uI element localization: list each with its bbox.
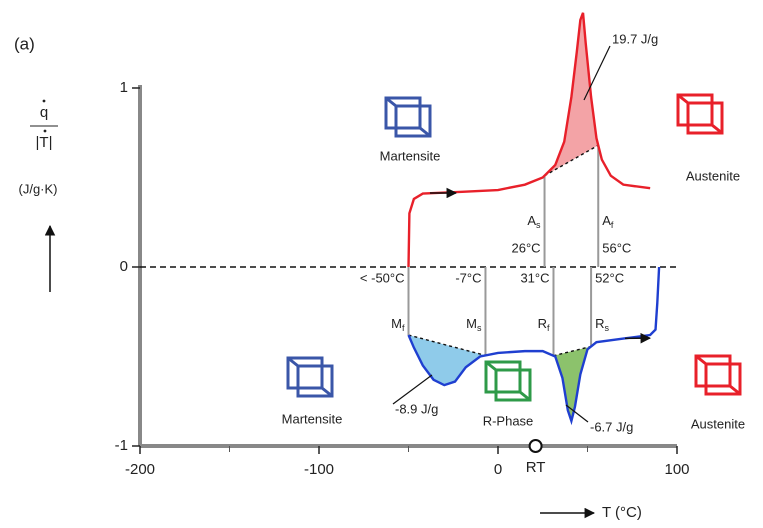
symbol: R	[538, 316, 547, 331]
x-tick-label: -100	[304, 461, 334, 478]
symbol: M	[466, 316, 477, 331]
transition-symbol: Rf	[538, 316, 550, 333]
transition-symbol: Ms	[466, 316, 482, 333]
transition-symbol: Mf	[391, 316, 405, 333]
leader	[565, 404, 589, 423]
baseline	[408, 334, 486, 357]
subscript: s	[477, 323, 482, 333]
transition-symbol: As	[527, 213, 541, 230]
cell	[286, 356, 324, 390]
transition-symbol: Rs	[595, 316, 609, 333]
cell	[704, 362, 742, 396]
cell	[494, 368, 532, 402]
edge	[729, 384, 741, 396]
panel-label: (a)	[14, 34, 35, 53]
y-label-numerator: q	[40, 104, 48, 121]
cell	[384, 96, 422, 130]
cell	[694, 354, 732, 388]
symbol: R	[595, 316, 604, 331]
x-label: T (°C)	[602, 504, 642, 521]
edge	[695, 354, 707, 366]
subscript: f	[547, 323, 550, 333]
dot	[42, 99, 46, 103]
y-tick-label: -1	[115, 437, 128, 454]
transition-temp: 52°C	[595, 270, 624, 285]
crystal-icon	[286, 356, 334, 398]
y-tick-label: 0	[120, 258, 128, 275]
crystal-icon	[694, 354, 742, 396]
peak-label: -6.7 J/g	[590, 419, 633, 434]
edge	[321, 386, 333, 398]
y-label-unit: (J/g·K)	[19, 181, 58, 196]
edge	[485, 360, 497, 372]
symbol: M	[391, 316, 402, 331]
rt-label: RT	[526, 459, 546, 476]
peak-label: 19.7 J/g	[612, 31, 658, 46]
dot	[43, 129, 47, 133]
curve	[407, 12, 651, 268]
phase-label: Austenite	[691, 416, 745, 431]
transition-temp: -7°C	[455, 270, 481, 285]
edge	[711, 123, 723, 135]
cell	[686, 101, 724, 135]
phase-label: R-Phase	[483, 413, 534, 428]
leader	[392, 374, 433, 405]
edge	[677, 93, 689, 105]
y-label-denominator: |T|	[36, 134, 53, 151]
symbol: A	[602, 213, 611, 228]
edge	[419, 126, 431, 138]
cell	[676, 93, 714, 127]
peak-area	[544, 12, 599, 176]
baseline	[544, 144, 599, 177]
phase-label: Martensite	[380, 148, 441, 163]
rt-marker	[528, 439, 543, 453]
transition-temp: < -50°C	[360, 270, 405, 285]
symbol: A	[527, 213, 536, 228]
phase-label: Martensite	[282, 411, 343, 426]
crystal-icon	[484, 360, 532, 402]
edge	[287, 356, 299, 368]
x-tick-label: 100	[664, 461, 689, 478]
peak-area	[553, 346, 592, 421]
cell	[484, 360, 522, 394]
cell	[296, 364, 334, 398]
phase-label: Austenite	[686, 168, 740, 183]
crystal-icon	[384, 96, 432, 138]
x-tick-label: -200	[125, 461, 155, 478]
curve	[407, 266, 661, 426]
subscript: f	[611, 220, 614, 230]
cell	[394, 104, 432, 138]
baseline	[553, 345, 592, 357]
leader	[583, 45, 611, 101]
subscript: s	[604, 323, 609, 333]
y-tick-label: 1	[120, 79, 128, 96]
transition-temp: 56°C	[602, 240, 631, 255]
subscript: f	[402, 323, 405, 333]
edge	[519, 390, 531, 402]
transition-temp: 31°C	[520, 270, 549, 285]
x-tick-label: 0	[494, 461, 502, 478]
peak-label: -8.9 J/g	[395, 401, 438, 416]
peak-area	[408, 335, 486, 386]
edge	[385, 96, 397, 108]
transition-temp: 26°C	[511, 240, 540, 255]
crystal-icon	[676, 93, 724, 135]
transition-symbol: Af	[602, 213, 614, 230]
subscript: s	[536, 220, 541, 230]
